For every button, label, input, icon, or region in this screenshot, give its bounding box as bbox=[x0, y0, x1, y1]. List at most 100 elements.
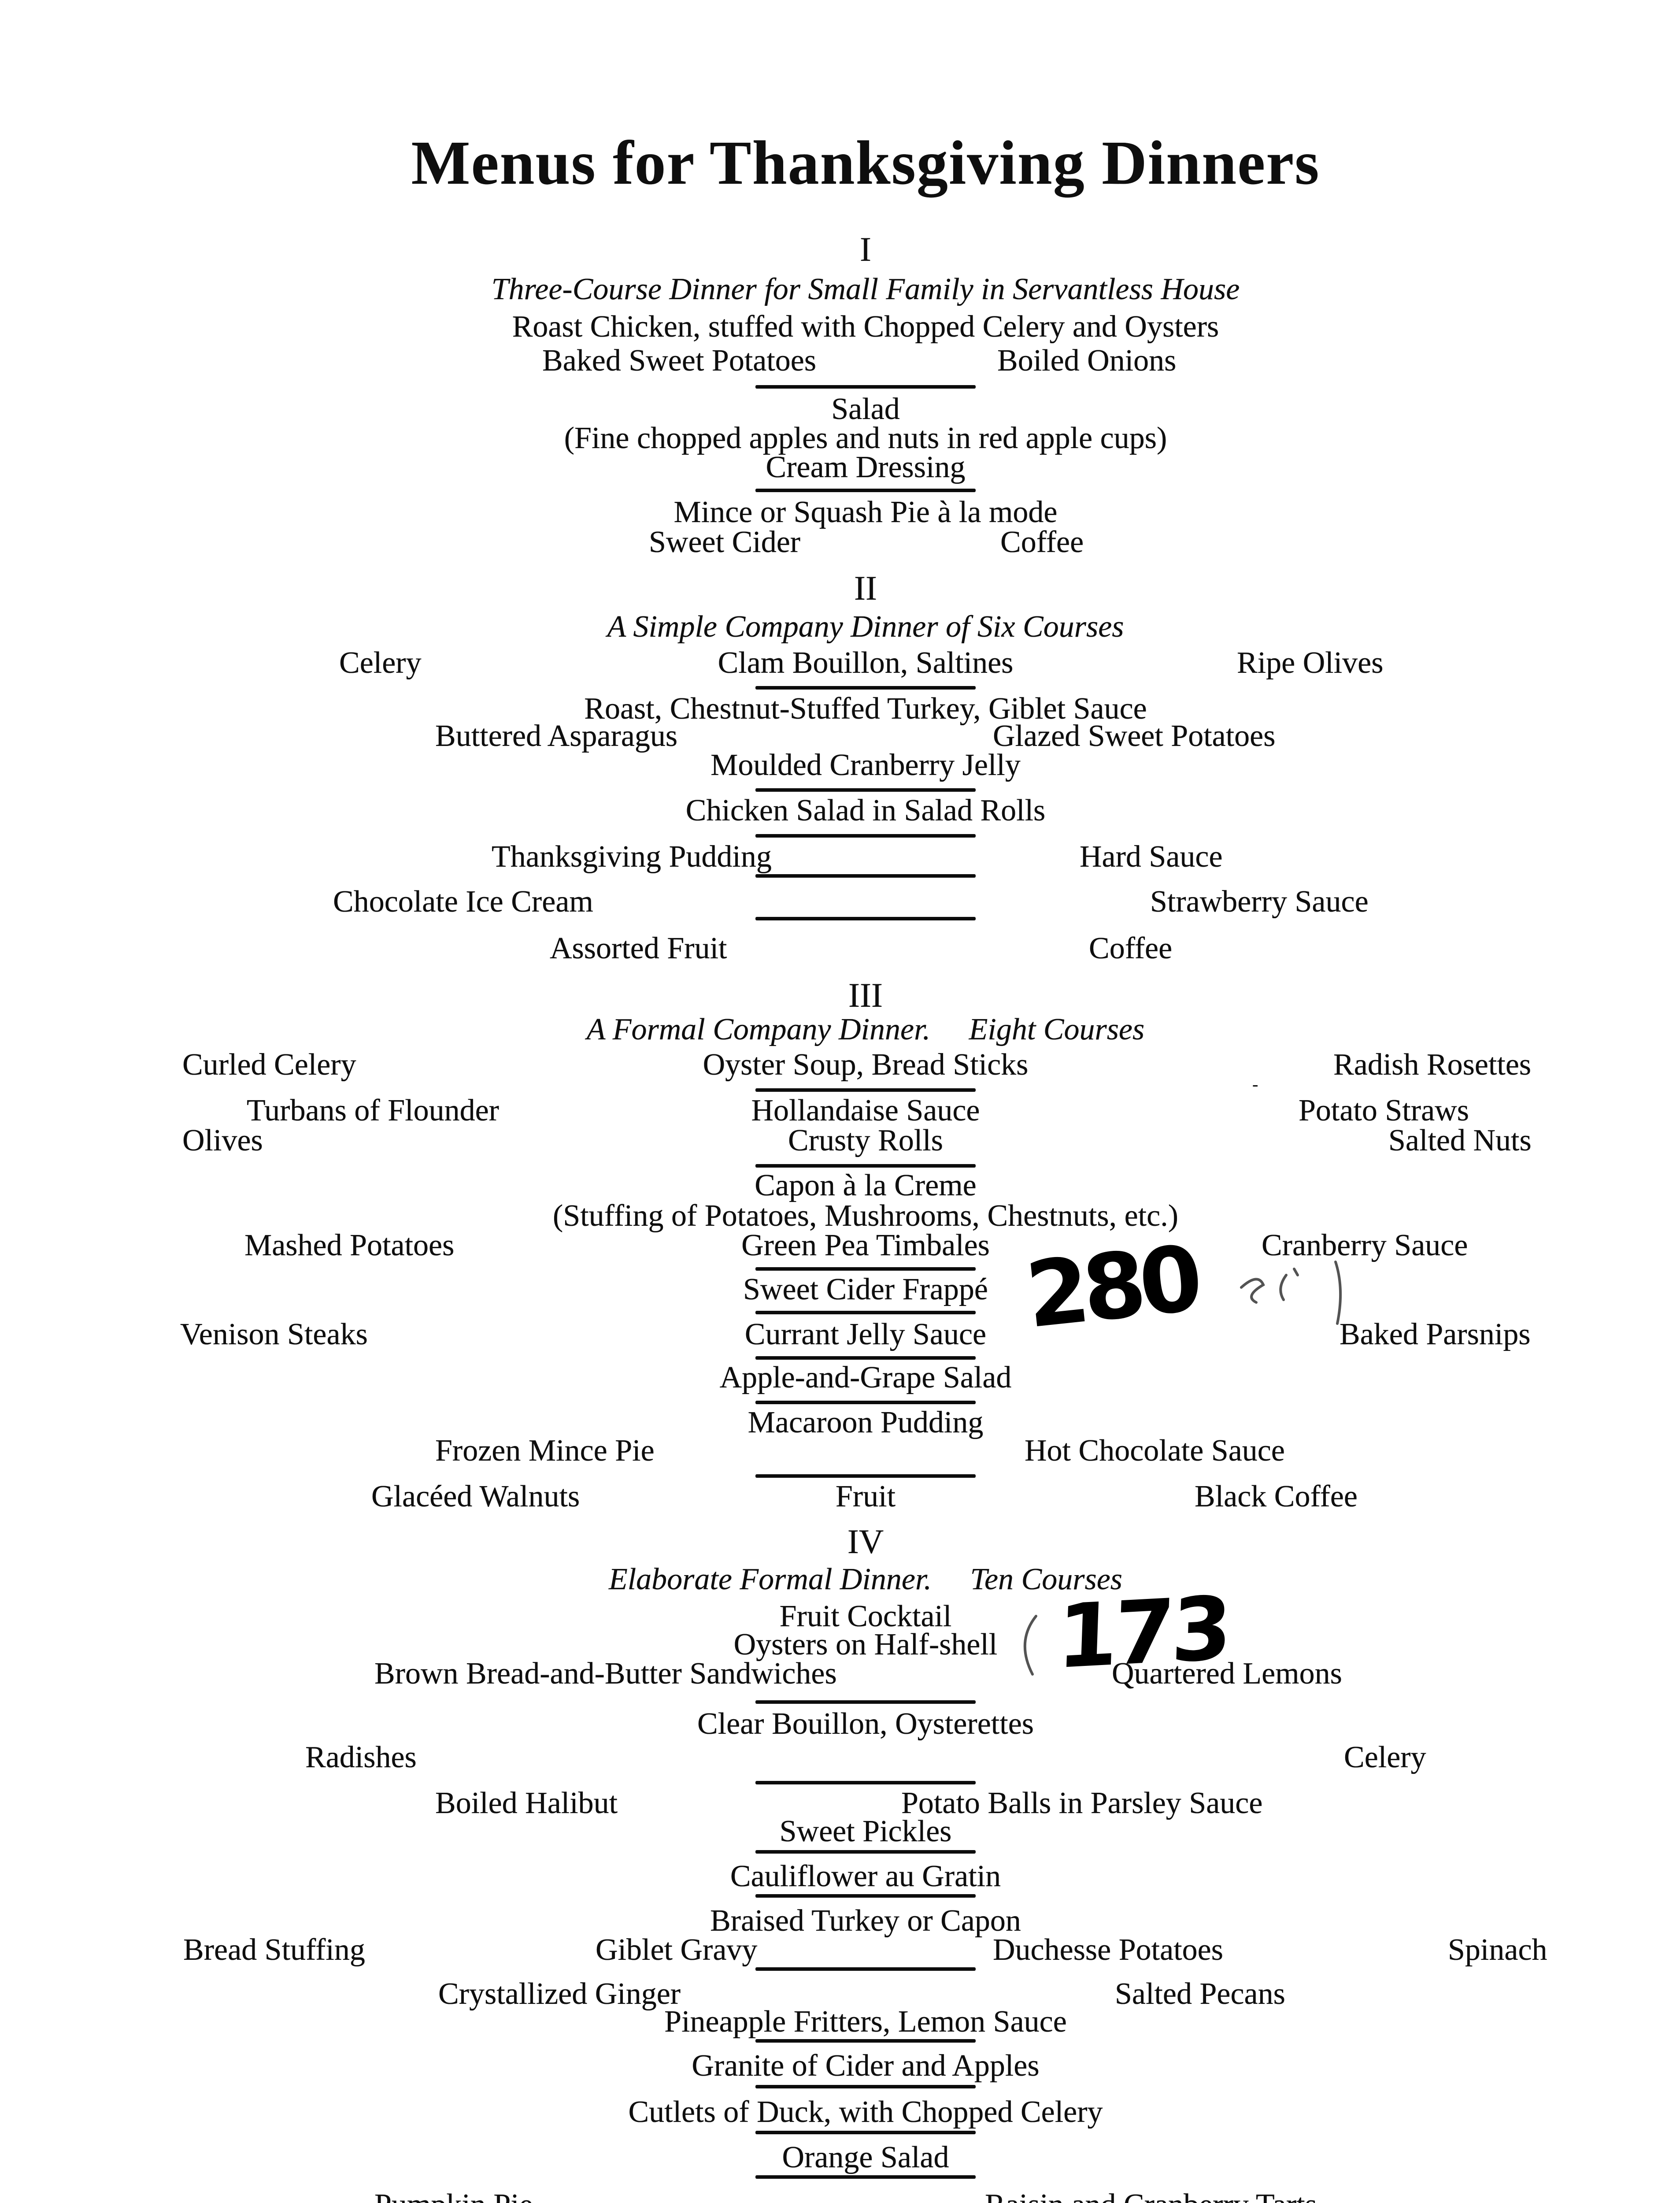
menu-2-hard-sauce: Hard Sauce bbox=[1080, 840, 1223, 874]
divider-rule bbox=[755, 1267, 976, 1271]
menu-2-buttered-asparagus: Buttered Asparagus bbox=[435, 719, 678, 753]
divider-rule bbox=[755, 1474, 976, 1478]
menu-1-salad: Salad bbox=[831, 392, 900, 426]
menu-4-braised-turkey: Braised Turkey or Capon bbox=[710, 1904, 1021, 1938]
menu-2-assorted-fruit: Assorted Fruit bbox=[550, 931, 727, 965]
menu-3-subtitle: A Formal Company Dinner. Eight Courses bbox=[586, 1012, 1145, 1046]
menu-4-salted-pecans: Salted Pecans bbox=[1115, 1977, 1285, 2011]
menu-3-radish-rosettes: Radish Rosettes bbox=[1333, 1048, 1532, 1082]
menu-3-stuffing-note: (Stuffing of Potatoes, Mushrooms, Chestn… bbox=[552, 1199, 1179, 1233]
menu-3-numeral: III bbox=[848, 976, 883, 1014]
menu-4-subtitle: Elaborate Formal Dinner. Ten Courses bbox=[608, 1562, 1123, 1596]
menu-4-crystallized-ginger: Crystallized Ginger bbox=[438, 1977, 681, 2011]
menu-4-orange-salad: Orange Salad bbox=[782, 2140, 949, 2174]
divider-rule bbox=[755, 2175, 976, 2179]
menu-4-pumpkin-pie: Pumpkin Pie bbox=[374, 2189, 533, 2203]
menu-3-apple-grape-salad: Apple-and-Grape Salad bbox=[719, 1361, 1012, 1394]
menu-4-spinach: Spinach bbox=[1448, 1933, 1547, 1967]
menu-2-ripe-olives: Ripe Olives bbox=[1237, 646, 1384, 680]
menu-3-potato-straws: Potato Straws bbox=[1299, 1094, 1469, 1127]
menu-3-macaroon-pudding: Macaroon Pudding bbox=[747, 1406, 984, 1439]
menu-3-curled-celery: Curled Celery bbox=[182, 1048, 356, 1082]
menu-1-salad-note: (Fine chopped apples and nuts in red app… bbox=[564, 421, 1167, 455]
menu-1-pie: Mince or Squash Pie à la mode bbox=[673, 495, 1058, 529]
menu-3-fruit: Fruit bbox=[835, 1480, 896, 1513]
menu-4-oysters-half-shell: Oysters on Half-shell bbox=[733, 1628, 998, 1662]
menu-4-bread-stuffing: Bread Stuffing bbox=[183, 1933, 365, 1967]
print-speck: - bbox=[1252, 1074, 1258, 1094]
menu-3-black-coffee: Black Coffee bbox=[1195, 1480, 1358, 1513]
menu-4-quartered-lemons: Quartered Lemons bbox=[1112, 1657, 1342, 1691]
menu-4-boiled-halibut: Boiled Halibut bbox=[435, 1786, 618, 1820]
menu-1-roast-chicken: Roast Chicken, stuffed with Chopped Cele… bbox=[512, 310, 1219, 344]
menu-4-radishes: Radishes bbox=[305, 1740, 417, 1774]
divider-rule bbox=[755, 2085, 976, 2088]
menu-3-currant-jelly-sauce: Currant Jelly Sauce bbox=[744, 1317, 987, 1351]
menu-1-coffee: Coffee bbox=[1000, 525, 1084, 559]
menu-4-giblet-gravy: Giblet Gravy bbox=[596, 1933, 758, 1967]
menu-1-sweet-cider: Sweet Cider bbox=[649, 525, 801, 559]
menu-2-roast-turkey: Roast, Chestnut-Stuffed Turkey, Giblet S… bbox=[584, 692, 1147, 726]
handwritten-number-173: 173 bbox=[1055, 1577, 1231, 1688]
menu-4-raisin-cranberry-tarts: Raisin and Cranberry Tarts bbox=[985, 2189, 1317, 2203]
divider-rule bbox=[755, 1967, 976, 1971]
menu-3-baked-parsnips: Baked Parsnips bbox=[1340, 1317, 1531, 1351]
menu-4-celery: Celery bbox=[1344, 1740, 1426, 1774]
menu-2-subtitle: A Simple Company Dinner of Six Courses bbox=[607, 610, 1124, 644]
menu-3-glaceed-walnuts: Glacéed Walnuts bbox=[371, 1480, 580, 1513]
divider-rule bbox=[755, 788, 976, 792]
pencil-scribble bbox=[1023, 1615, 1037, 1676]
page-title: Menus for Thanksgiving Dinners bbox=[411, 128, 1320, 197]
divider-rule bbox=[755, 1356, 976, 1360]
menu-4-sweet-pickles: Sweet Pickles bbox=[779, 1814, 952, 1848]
menu-4-duchesse-potatoes: Duchesse Potatoes bbox=[993, 1933, 1223, 1967]
divider-rule bbox=[755, 686, 976, 690]
menu-1-subtitle: Three-Course Dinner for Small Family in … bbox=[491, 272, 1240, 306]
menu-1-baked-sweet-potatoes: Baked Sweet Potatoes bbox=[542, 344, 817, 378]
divider-rule bbox=[755, 1088, 976, 1092]
menu-2-chocolate-ice-cream: Chocolate Ice Cream bbox=[333, 885, 593, 919]
divider-rule bbox=[755, 874, 976, 878]
divider-rule bbox=[755, 1781, 976, 1784]
menu-2-glazed-sweet-potatoes: Glazed Sweet Potatoes bbox=[993, 719, 1276, 753]
menu-2-celery: Celery bbox=[339, 646, 422, 680]
menu-3-sweet-cider-frappe: Sweet Cider Frappé bbox=[743, 1272, 988, 1306]
divider-rule bbox=[755, 1164, 976, 1168]
divider-rule bbox=[755, 1850, 976, 1854]
menu-3-crusty-rolls: Crusty Rolls bbox=[788, 1124, 944, 1157]
menu-4-clear-bouillon: Clear Bouillon, Oysterettes bbox=[697, 1707, 1034, 1741]
menu-3-capon: Capon à la Creme bbox=[755, 1168, 977, 1202]
menu-3-salted-nuts: Salted Nuts bbox=[1388, 1124, 1532, 1157]
menu-4-duck-cutlets: Cutlets of Duck, with Chopped Celery bbox=[628, 2095, 1103, 2129]
menu-3-frozen-mince-pie: Frozen Mince Pie bbox=[435, 1434, 655, 1468]
divider-rule bbox=[755, 834, 976, 838]
menu-3-mashed-potatoes: Mashed Potatoes bbox=[244, 1228, 455, 1262]
menu-3-venison-steaks: Venison Steaks bbox=[180, 1317, 368, 1351]
menu-3-green-pea-timbales: Green Pea Timbales bbox=[741, 1228, 990, 1262]
divider-rule bbox=[755, 1894, 976, 1898]
divider-rule bbox=[755, 2131, 976, 2134]
menu-1-cream-dressing: Cream Dressing bbox=[766, 450, 966, 484]
divider-rule bbox=[755, 1700, 976, 1704]
menu-1-boiled-onions: Boiled Onions bbox=[997, 344, 1177, 378]
divider-rule bbox=[755, 2039, 976, 2043]
menu-4-numeral: IV bbox=[847, 1522, 884, 1561]
menu-4-brown-bread-sandwiches: Brown Bread-and-Butter Sandwiches bbox=[374, 1657, 837, 1691]
menu-3-oyster-soup: Oyster Soup, Bread Sticks bbox=[703, 1048, 1029, 1082]
menu-4-granite: Granite of Cider and Apples bbox=[692, 2049, 1040, 2083]
divider-rule bbox=[755, 489, 976, 492]
menu-2-strawberry-sauce: Strawberry Sauce bbox=[1150, 885, 1369, 919]
menu-2-clam-bouillon: Clam Bouillon, Saltines bbox=[718, 646, 1014, 680]
menu-3-hollandaise-sauce: Hollandaise Sauce bbox=[751, 1094, 980, 1127]
menu-2-moulded-cranberry-jelly: Moulded Cranberry Jelly bbox=[710, 748, 1021, 782]
divider-rule bbox=[755, 385, 976, 389]
menu-3-turbans-of-flounder: Turbans of Flounder bbox=[247, 1094, 499, 1127]
divider-rule bbox=[755, 917, 976, 920]
divider-rule bbox=[755, 1401, 976, 1404]
menu-2-numeral: II bbox=[854, 569, 877, 607]
divider-rule bbox=[755, 1311, 976, 1314]
menu-4-cauliflower: Cauliflower au Gratin bbox=[730, 1859, 1001, 1893]
menu-2-chicken-salad: Chicken Salad in Salad Rolls bbox=[685, 794, 1046, 827]
menu-2-thanksgiving-pudding: Thanksgiving Pudding bbox=[492, 840, 772, 874]
